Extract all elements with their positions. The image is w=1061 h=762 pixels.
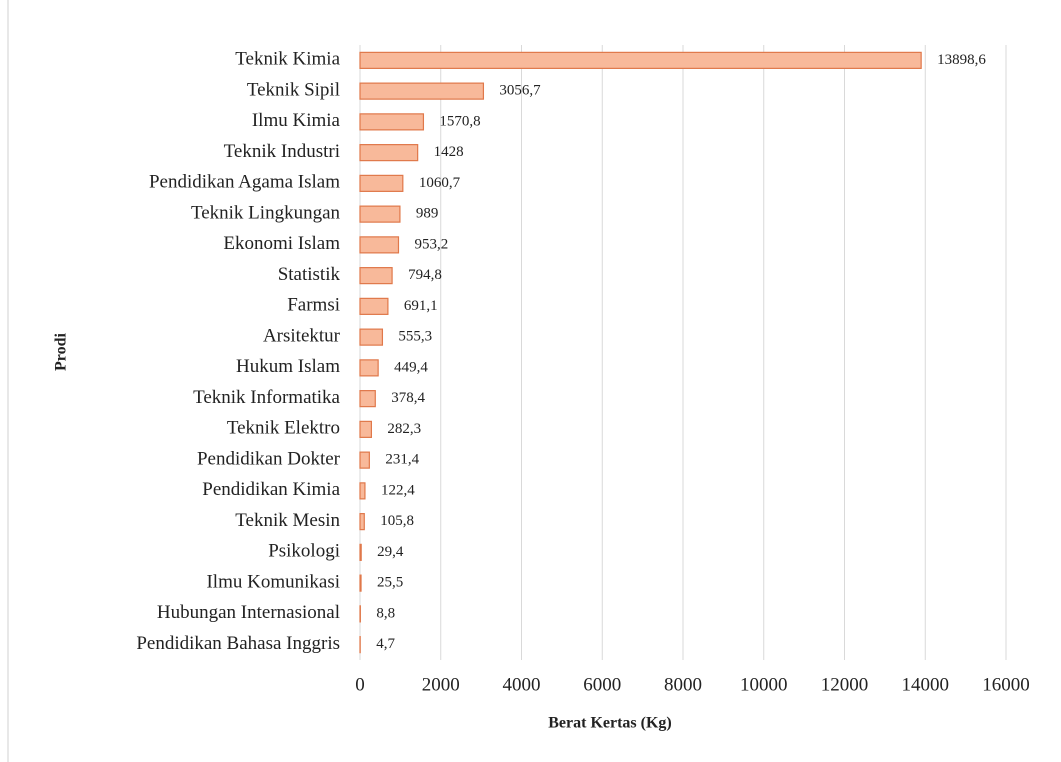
bar xyxy=(359,451,370,469)
y-tick-label: Teknik Kimia xyxy=(235,49,340,70)
value-label: 13898,6 xyxy=(937,52,986,68)
value-label: 1570,8 xyxy=(439,113,480,129)
value-label: 231,4 xyxy=(385,452,419,468)
bar xyxy=(359,482,366,500)
x-axis-title: Berat Kertas (Kg) xyxy=(548,715,672,732)
y-tick-label: Ilmu Kimia xyxy=(252,110,341,131)
bar xyxy=(359,359,379,377)
bar xyxy=(359,328,384,346)
x-tick-label: 6000 xyxy=(583,674,621,695)
value-label: 555,3 xyxy=(398,329,432,345)
value-label: 1428 xyxy=(434,144,464,160)
bar xyxy=(359,236,400,254)
x-tick-label: 2000 xyxy=(422,674,460,695)
y-tick-label: Teknik Mesin xyxy=(235,510,340,531)
y-tick-label: Statistik xyxy=(278,264,341,285)
y-tick-label: Farmsi xyxy=(287,295,340,316)
bar xyxy=(359,144,419,162)
y-tick-label: Teknik Informatika xyxy=(193,387,340,408)
y-tick-label: Teknik Sipil xyxy=(247,79,340,100)
value-label: 25,5 xyxy=(377,575,403,591)
y-tick-label: Psikologi xyxy=(268,541,340,562)
y-tick-label: Ilmu Komunikasi xyxy=(206,571,340,592)
y-tick-label: Pendidikan Kimia xyxy=(202,479,340,500)
bar xyxy=(359,543,362,561)
x-tick-label: 10000 xyxy=(740,674,788,695)
y-tick-label: Teknik Elektro xyxy=(227,418,340,439)
bar xyxy=(359,297,389,315)
value-label: 4,7 xyxy=(376,636,395,652)
bar xyxy=(359,174,404,192)
x-tick-label: 0 xyxy=(355,674,365,695)
bar xyxy=(359,390,376,408)
value-label: 8,8 xyxy=(376,605,395,621)
bar xyxy=(359,82,485,100)
value-label: 691,1 xyxy=(404,298,438,314)
value-label: 3056,7 xyxy=(499,83,541,99)
bar xyxy=(359,205,401,223)
y-tick-label: Ekonomi Islam xyxy=(223,233,340,254)
value-label: 449,4 xyxy=(394,359,428,375)
y-tick-label: Pendidikan Bahasa Inggris xyxy=(136,633,340,654)
value-label: 989 xyxy=(416,206,439,222)
value-label: 122,4 xyxy=(381,482,415,498)
bar xyxy=(359,574,362,592)
bar xyxy=(359,51,922,69)
x-tick-label: 8000 xyxy=(664,674,702,695)
value-label: 794,8 xyxy=(408,267,442,283)
bar xyxy=(359,513,365,531)
y-tick-label: Pendidikan Agama Islam xyxy=(149,172,340,193)
value-label: 105,8 xyxy=(380,513,414,529)
y-axis-title: Prodi xyxy=(53,332,70,370)
bar xyxy=(359,420,372,438)
x-tick-label: 16000 xyxy=(982,674,1030,695)
value-label: 29,4 xyxy=(377,544,404,560)
bar xyxy=(359,267,393,285)
x-tick-label: 12000 xyxy=(821,674,869,695)
x-tick-label: 14000 xyxy=(902,674,950,695)
bar xyxy=(359,113,425,131)
y-tick-label: Arsitektur xyxy=(263,325,341,346)
y-tick-label: Pendidikan Dokter xyxy=(197,448,341,469)
x-tick-label: 4000 xyxy=(503,674,541,695)
y-tick-label: Teknik Industri xyxy=(224,141,340,162)
y-tick-label: Hukum Islam xyxy=(236,356,340,377)
value-label: 1060,7 xyxy=(419,175,461,191)
value-label: 953,2 xyxy=(414,236,448,252)
value-label: 378,4 xyxy=(391,390,425,406)
value-label: 282,3 xyxy=(387,421,421,437)
y-tick-label: Hubungan Internasional xyxy=(157,602,340,623)
y-tick-label: Teknik Lingkungan xyxy=(191,202,341,223)
